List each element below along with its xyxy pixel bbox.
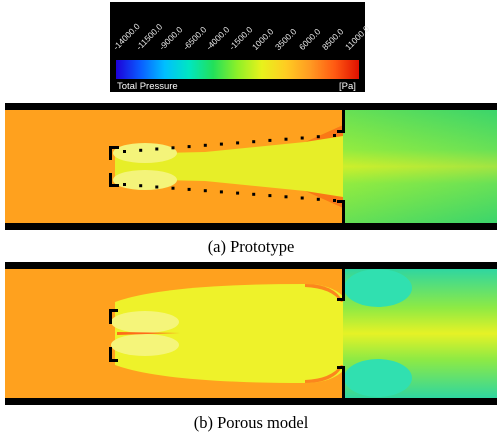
caption-prototype: (a) Prototype <box>207 237 295 256</box>
legend-tick-label: 3500.0 <box>273 26 299 52</box>
wall-hole <box>171 146 175 150</box>
legend-tick-label: -6500.0 <box>180 24 208 52</box>
wall-hole <box>268 194 272 198</box>
wall-hole <box>252 192 256 196</box>
legend-tick-label: -4000.0 <box>203 24 232 52</box>
prototype-contour-panel <box>5 103 497 230</box>
wall-hole <box>236 191 240 195</box>
legend-tick-label: -1500.0 <box>226 24 255 52</box>
wall-hole <box>155 147 159 151</box>
wall-hole <box>219 190 223 194</box>
wall-hole <box>123 150 126 153</box>
perforated-wall-holes <box>123 134 336 202</box>
legend-tick-label: 6000.0 <box>296 26 322 52</box>
wall-hole <box>187 145 191 149</box>
wall-hole <box>333 134 336 137</box>
wall-hole <box>284 137 288 141</box>
legend-title: Total Pressure <box>117 81 178 92</box>
wall-hole <box>139 184 143 188</box>
wall-hole <box>155 185 159 189</box>
wall-hole <box>123 183 126 186</box>
wall-hole <box>316 197 320 201</box>
wall-hole <box>171 186 175 190</box>
wall-hole <box>236 141 240 145</box>
wall-hole <box>219 142 223 146</box>
prototype-nozzle-walls <box>109 110 345 223</box>
color-bar <box>116 60 359 79</box>
legend-unit: [Pa] <box>339 81 356 92</box>
wall-hole <box>268 138 272 142</box>
porous-model-contour-panel <box>5 262 497 405</box>
wall-hole <box>203 189 207 193</box>
pressure-legend: -14000.0 -11500.0 -9000.0 -6500.0 -4000.0 -15… <box>110 2 371 92</box>
porous-nozzle-walls <box>109 269 345 398</box>
wall-hole <box>139 148 143 152</box>
wall-hole <box>252 140 256 144</box>
legend-tick-label: 11000.0 <box>342 23 372 52</box>
wall-hole <box>300 196 304 200</box>
wall-hole <box>316 135 320 139</box>
wall-hole <box>333 199 336 202</box>
caption-porous-model: (b) Porous model <box>193 413 309 432</box>
wall-hole <box>203 143 207 147</box>
legend-tick-label: 8500.0 <box>319 26 346 52</box>
wall-hole <box>187 187 191 191</box>
wall-hole <box>300 136 304 140</box>
wall-hole <box>284 195 288 199</box>
